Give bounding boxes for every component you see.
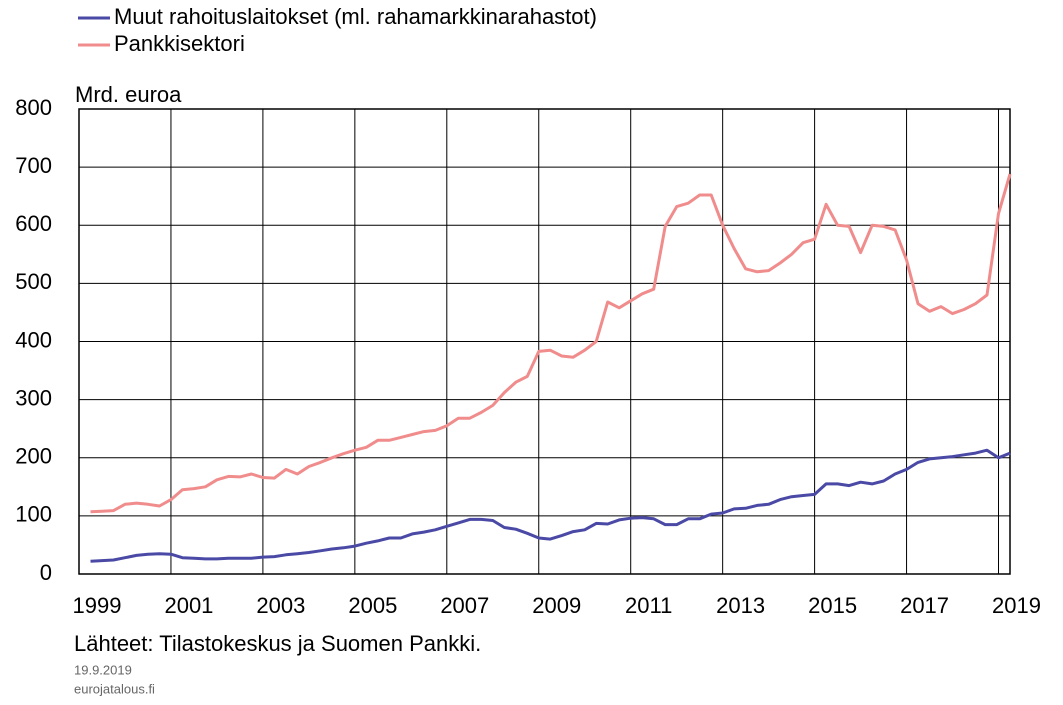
y-tick-label: 0 bbox=[40, 560, 52, 585]
y-tick-label: 100 bbox=[15, 502, 52, 527]
x-tick-label: 1999 bbox=[73, 593, 122, 618]
y-tick-label: 800 bbox=[15, 95, 52, 120]
x-tick-label: 2009 bbox=[532, 593, 581, 618]
y-tick-label: 400 bbox=[15, 327, 52, 352]
date: 19.9.2019 bbox=[74, 662, 132, 677]
legend-label: Muut rahoituslaitokset (ml. rahamarkkina… bbox=[114, 4, 597, 29]
y-axis-label: Mrd. euroa bbox=[75, 82, 182, 107]
legend-label: Pankkisektori bbox=[114, 31, 245, 56]
x-tick-label: 2001 bbox=[164, 593, 213, 618]
y-tick-label: 600 bbox=[15, 211, 52, 236]
x-tick-label: 2005 bbox=[348, 593, 397, 618]
y-tick-label: 700 bbox=[15, 153, 52, 178]
source: Lähteet: Tilastokeskus ja Suomen Pankki. bbox=[74, 631, 481, 656]
x-tick-label: 2011 bbox=[625, 593, 672, 618]
y-tick-label: 200 bbox=[15, 444, 52, 469]
x-tick-label: 2019 bbox=[992, 593, 1041, 618]
site: eurojatalous.fi bbox=[74, 681, 155, 696]
series-line bbox=[90, 448, 1011, 563]
x-tick-label: 2017 bbox=[900, 593, 949, 618]
y-tick-label: 500 bbox=[15, 269, 52, 294]
x-tick-label: 2015 bbox=[808, 593, 857, 618]
x-tick-label: 2013 bbox=[716, 593, 765, 618]
series-line bbox=[90, 173, 1012, 514]
x-tick-label: 2007 bbox=[440, 593, 489, 618]
y-tick-label: 300 bbox=[15, 385, 52, 410]
x-tick-label: 2003 bbox=[256, 593, 305, 618]
